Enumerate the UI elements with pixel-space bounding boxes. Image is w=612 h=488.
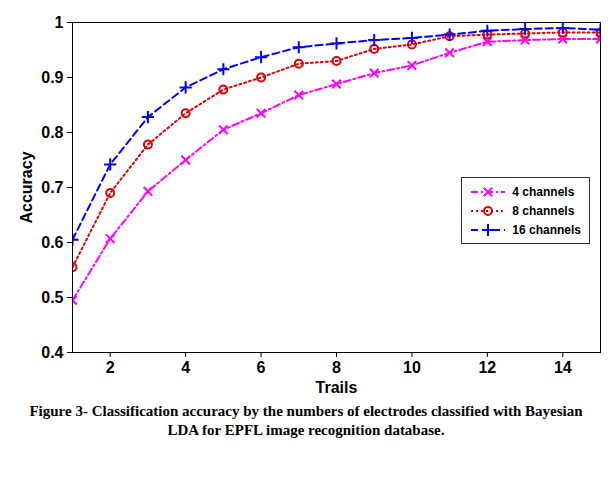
- svg-text:10: 10: [403, 359, 421, 376]
- svg-text:1: 1: [55, 14, 64, 31]
- svg-text:0.9: 0.9: [41, 69, 63, 86]
- html-text:8 channels: 8 channels: [512, 203, 575, 218]
- svg-text:2: 2: [106, 359, 115, 376]
- svg-text:0.5: 0.5: [41, 289, 63, 306]
- svg-text:4: 4: [181, 359, 190, 376]
- svg-text:0.8: 0.8: [41, 124, 63, 141]
- html-text:16 channels: 16 channels: [512, 222, 581, 237]
- svg-text:12: 12: [478, 359, 496, 376]
- svg-text:0.6: 0.6: [41, 234, 63, 251]
- svg-text:0.7: 0.7: [41, 179, 63, 196]
- svg-text:14: 14: [554, 359, 572, 376]
- svg-text:6: 6: [257, 359, 266, 376]
- svg-text:Trails: Trails: [316, 379, 358, 396]
- svg-text:Accuracy: Accuracy: [18, 151, 35, 223]
- html-text:4 channels: 4 channels: [512, 184, 575, 199]
- svg-text:8: 8: [332, 359, 341, 376]
- html-text:Figure 3- Classification accur: Figure 3- Classification accuracy by the…: [29, 403, 583, 438]
- svg-text:0.4: 0.4: [41, 344, 63, 361]
